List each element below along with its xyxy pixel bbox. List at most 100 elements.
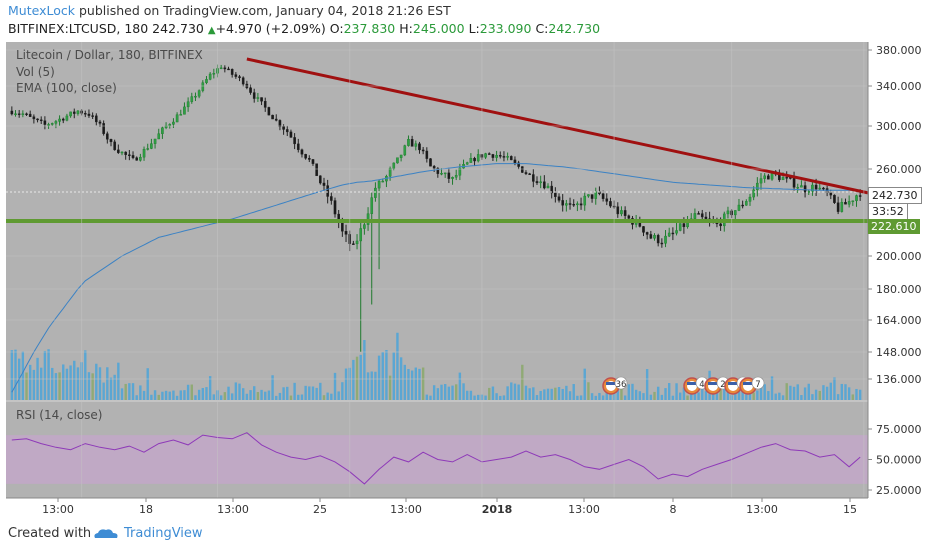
volume-bar: [293, 382, 296, 400]
volume-bar: [524, 385, 528, 400]
candle-body: [414, 143, 418, 147]
candle-body: [72, 111, 76, 114]
candle-body: [517, 162, 520, 167]
volume-bar: [84, 350, 87, 400]
tradingview-link[interactable]: TradingView: [124, 526, 203, 541]
volume-bar: [396, 332, 399, 400]
volume-bar: [616, 390, 619, 400]
volume-bar: [370, 371, 373, 400]
candle-body: [623, 210, 627, 216]
candle-body: [87, 113, 91, 116]
volume-bar: [304, 385, 307, 400]
rsi-tick-label: 75.0000: [876, 423, 922, 436]
time-tick-label: 13:00: [42, 503, 74, 516]
time-axis[interactable]: 13:00 18 13:00 25 13:00 2018 13:00 8 13:00 15: [0, 497, 932, 518]
volume-bar: [513, 383, 517, 400]
volume-bar: [201, 387, 205, 400]
candle-body: [844, 202, 847, 205]
volume-bar: [315, 387, 318, 400]
time-tick-label: 13:00: [746, 503, 778, 516]
volume-bar: [256, 392, 260, 400]
volume-bar: [117, 362, 120, 400]
candle-body: [432, 166, 436, 169]
candle-body: [194, 95, 197, 98]
volume-bar: [10, 350, 14, 400]
candle-body: [756, 182, 759, 191]
volume-bar: [157, 394, 160, 400]
open-value: 237.830: [343, 21, 396, 36]
price-tick-label: 148.000: [876, 346, 922, 359]
candle-body: [146, 148, 150, 150]
volume-bar: [330, 393, 333, 400]
volume-bar: [491, 386, 495, 400]
candle-body: [664, 235, 667, 244]
volume-bar: [28, 364, 32, 400]
volume-bar: [792, 386, 796, 400]
economic-events[interactable]: 364287: [602, 376, 765, 395]
chart-area[interactable]: 380.000 340.000 300.000 260.000 200.000 180.0…: [0, 42, 932, 518]
volume-bar: [477, 394, 480, 400]
candle-body: [836, 202, 840, 212]
candle-body: [678, 223, 682, 231]
price-tick-label: 180.000: [876, 283, 922, 296]
tradingview-cloud-icon: [94, 529, 118, 538]
candle-body: [605, 198, 609, 202]
candle-body: [671, 232, 675, 235]
volume-bar: [333, 372, 337, 400]
candle-body: [36, 118, 39, 121]
volume-bar: [634, 389, 638, 400]
volume-bar: [756, 390, 759, 400]
volume-bar: [264, 391, 267, 400]
candle-body: [855, 195, 858, 202]
candle-body: [256, 97, 260, 99]
candle-body: [436, 168, 440, 174]
candle-body: [532, 174, 535, 182]
close-value: 242.730: [548, 21, 601, 36]
volume-bar: [546, 388, 550, 400]
candle-body: [201, 82, 205, 91]
time-tick-label: 15: [843, 503, 857, 516]
candle-body: [28, 113, 32, 117]
open-label: O:: [329, 21, 344, 36]
volume-bar: [745, 394, 748, 400]
volume-bar: [598, 392, 601, 400]
flag-stripe: [606, 382, 616, 385]
flag-stripe: [743, 382, 753, 385]
candle-body: [25, 113, 28, 115]
rsi-axis[interactable]: 75.0000 50.0000 25.0000: [6, 400, 922, 497]
volume-bar: [836, 394, 840, 400]
price-axis-bg: [868, 42, 932, 498]
candle-body: [645, 232, 649, 235]
volume-bar: [54, 373, 58, 400]
candle-body: [300, 149, 304, 155]
candle-body: [407, 139, 410, 146]
candle-body: [429, 158, 432, 167]
candle-body: [234, 74, 238, 77]
rsi-tick-label: 50.0000: [876, 454, 922, 467]
flag-stripe: [708, 382, 718, 385]
last-price-tag: 242.730: [868, 187, 922, 204]
volume-bar: [825, 386, 829, 400]
volume-bar: [469, 390, 473, 400]
candle-body: [289, 131, 293, 138]
candle-body: [454, 175, 458, 178]
volume-bar: [21, 351, 25, 400]
candle-body: [238, 76, 241, 78]
low-value: 233.090: [479, 21, 532, 36]
publish-line: MutexLock published on TradingView.com, …: [8, 3, 451, 18]
volume-bar: [282, 387, 285, 400]
volume-bar: [432, 385, 436, 400]
volume-bar: [359, 354, 362, 400]
volume-bar: [539, 390, 542, 400]
candle-body: [363, 224, 366, 229]
volume-bar: [253, 386, 256, 400]
candle-body: [528, 173, 531, 175]
candle-body: [693, 213, 697, 219]
author-link[interactable]: MutexLock: [8, 3, 75, 18]
price-axis[interactable]: 380.000 340.000 300.000 260.000 200.000 180.0…: [867, 42, 932, 498]
volume-bar: [410, 370, 414, 400]
candle-body: [719, 223, 722, 227]
candle-body: [458, 167, 462, 176]
volume-bar: [631, 383, 634, 400]
volume-bar: [300, 394, 304, 400]
